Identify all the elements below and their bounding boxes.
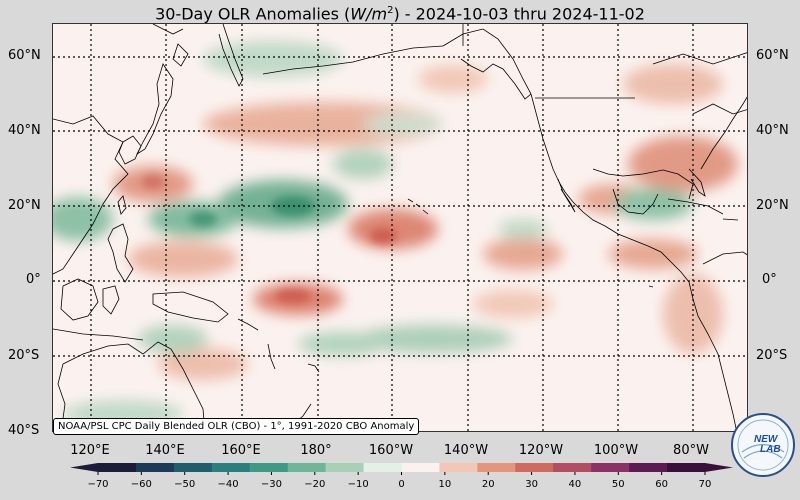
data-source-credit: NOAA/PSL CPC Daily Blended OLR (CBO) - 1… (53, 418, 420, 435)
map-canvas (53, 24, 747, 431)
colorbar-tick-label: 10 (438, 479, 451, 490)
colorbar-tick-label: −40 (218, 479, 239, 490)
lon-label: 160°E (221, 443, 261, 458)
colorbar-min-arrow (70, 463, 98, 472)
lon-label: 80°W (673, 443, 709, 458)
colorbar-segment (515, 463, 554, 472)
lat-label-right: 60°N (756, 48, 789, 63)
colorbar-tick-label: 20 (482, 479, 495, 490)
newlab-logo-icon[interactable]: NEW LAB (730, 412, 796, 478)
lon-label: 140°E (145, 443, 185, 458)
lat-label-left: 0° (26, 272, 41, 287)
anomaly-field (53, 41, 738, 428)
coastlines (53, 24, 747, 431)
lon-label: 100°W (593, 443, 639, 458)
colorbar-segment (325, 463, 365, 472)
lon-label: 180° (300, 443, 332, 458)
colorbar-tick-label: 40 (569, 479, 582, 490)
colorbar-segment (629, 463, 668, 472)
graticule (53, 24, 747, 431)
colorbar-tick-label: 70 (699, 479, 712, 490)
colorbar-tick-label: −20 (304, 479, 325, 490)
colorbar-tick-label: 30 (525, 479, 538, 490)
colorbar-tick-label: 50 (612, 479, 625, 490)
colorbar-segment (667, 463, 706, 472)
colorbar-segment (591, 463, 630, 472)
colorbar-segment (363, 463, 402, 472)
lon-label: 140°W (443, 443, 489, 458)
colorbar-tick-label: 0 (398, 479, 404, 490)
colorbar: −70 −60 −50 −40 −30 −20 −10 0 10 20 30 40 50 60 70 (70, 463, 733, 490)
lon-label: 160°W (368, 443, 414, 458)
colorbar-segment (401, 463, 440, 472)
svg-text:NEW: NEW (754, 434, 779, 445)
colorbar-segment (553, 463, 592, 472)
lat-label-left: 20°N (8, 198, 41, 213)
lat-label-right: 20°S (756, 348, 788, 363)
svg-text:LAB: LAB (760, 444, 781, 455)
lat-label-left: 60°N (8, 48, 41, 63)
lat-label-left: 20°S (8, 348, 40, 363)
colorbar-max-arrow (705, 463, 733, 472)
map-title: 30-Day OLR Anomalies (W/m2) - 2024-10-03… (155, 4, 645, 24)
colorbar-tick-label: −60 (131, 479, 152, 490)
colorbar-segment (98, 463, 137, 472)
lat-label-left: 40°S (8, 423, 40, 438)
lat-label-right: 40°N (756, 123, 789, 138)
colorbar-segment (135, 463, 175, 472)
colorbar-tick-label: −70 (87, 479, 108, 490)
colorbar-segment (439, 463, 478, 472)
colorbar-segment (287, 463, 327, 472)
olr-anomaly-map (52, 23, 748, 432)
colorbar-segment (173, 463, 213, 472)
colorbar-tick-label: 60 (655, 479, 668, 490)
colorbar-tick-label: −30 (261, 479, 282, 490)
lat-label-left: 40°N (8, 123, 41, 138)
lat-label-right: 20°N (756, 198, 789, 213)
colorbar-segment (249, 463, 289, 472)
lat-label-right: 0° (762, 272, 777, 287)
colorbar-tick-label: −10 (348, 479, 369, 490)
colorbar-segment (211, 463, 251, 472)
lon-label: 120°W (518, 443, 564, 458)
colorbar-segment (477, 463, 516, 472)
lon-label: 120°E (70, 443, 110, 458)
colorbar-tick-label: −50 (174, 479, 195, 490)
